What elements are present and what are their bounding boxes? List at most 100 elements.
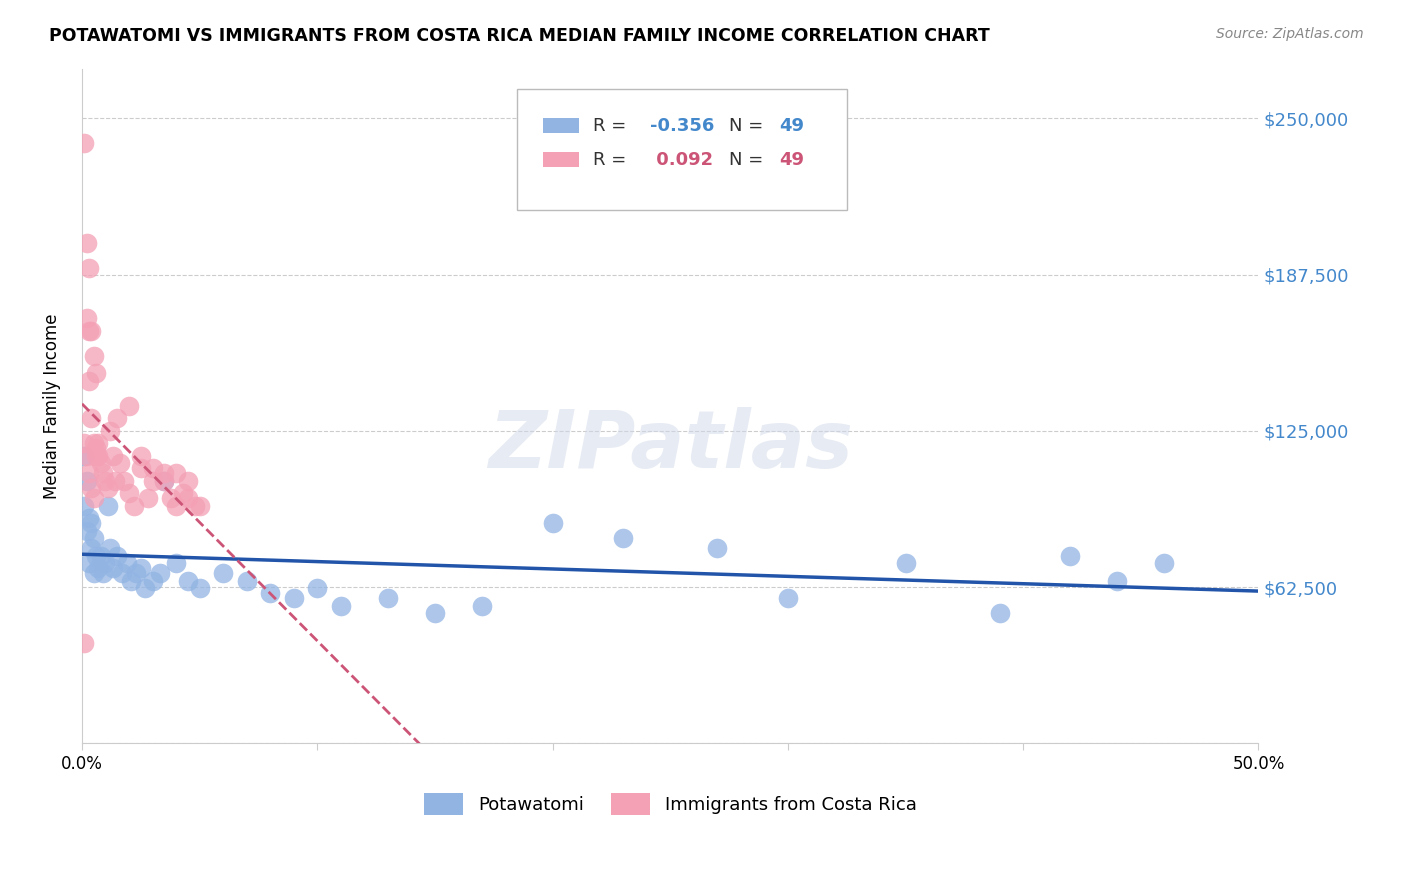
Point (77, 374, 100, 388)
Point (91, 566, 114, 581)
Point (76, 524, 98, 538)
Point (118, 399, 141, 413)
Point (471, 599, 494, 613)
Point (212, 566, 235, 581)
Point (188, 499, 211, 513)
Point (104, 474, 127, 488)
Point (76, 474, 98, 488)
Point (77, 467, 100, 481)
Point (165, 499, 187, 513)
Point (101, 561, 124, 575)
Legend: Potawatomi, Immigrants from Costa Rica: Potawatomi, Immigrants from Costa Rica (416, 786, 924, 822)
Point (73, 636, 96, 650)
Point (125, 566, 148, 581)
Point (94, 474, 117, 488)
Point (77, 261, 100, 276)
Point (377, 591, 399, 606)
Point (141, 461, 163, 475)
Text: R =: R = (593, 117, 633, 135)
Point (134, 582, 156, 596)
Point (105, 549, 128, 563)
Point (149, 566, 172, 581)
FancyBboxPatch shape (517, 89, 846, 211)
Point (188, 582, 211, 596)
Text: Source: ZipAtlas.com: Source: ZipAtlas.com (1216, 27, 1364, 41)
Text: N =: N = (728, 151, 769, 169)
Point (612, 531, 634, 545)
Text: 49: 49 (779, 151, 804, 169)
Text: ZIPatlas: ZIPatlas (488, 408, 852, 485)
Point (73, 136, 96, 151)
Point (83, 491, 105, 506)
Point (80, 324, 103, 338)
Text: 49: 49 (779, 117, 804, 135)
Point (177, 491, 200, 506)
Point (172, 486, 194, 500)
Point (307, 582, 329, 596)
Point (83, 436, 105, 450)
Point (73, 436, 96, 450)
Point (101, 449, 124, 463)
Point (90, 456, 112, 470)
Point (136, 491, 159, 506)
Point (141, 574, 163, 588)
Point (84, 549, 107, 563)
Point (84, 449, 107, 463)
Text: N =: N = (728, 117, 769, 135)
Point (80, 516, 103, 531)
Point (423, 607, 446, 621)
Point (83, 566, 105, 581)
Point (118, 486, 141, 500)
Point (329, 599, 352, 613)
Text: -0.356: -0.356 (650, 117, 714, 135)
Point (84, 442, 107, 456)
Point (98, 541, 121, 556)
Text: R =: R = (593, 151, 633, 169)
Point (111, 566, 134, 581)
Point (120, 574, 142, 588)
Point (97, 499, 120, 513)
Point (129, 461, 152, 475)
Point (1059, 549, 1081, 563)
Point (83, 349, 105, 363)
Point (73, 499, 96, 513)
Point (153, 474, 176, 488)
Point (1107, 574, 1129, 588)
Point (76, 311, 98, 326)
Point (706, 541, 728, 556)
Text: 0.092: 0.092 (650, 151, 713, 169)
Point (165, 557, 187, 571)
Point (77, 557, 100, 571)
Point (141, 474, 163, 488)
Point (105, 411, 128, 425)
Point (541, 516, 564, 531)
Point (153, 467, 176, 481)
Point (776, 591, 799, 606)
Point (80, 411, 103, 425)
Point (988, 607, 1011, 621)
Point (1153, 557, 1175, 571)
Point (80, 541, 103, 556)
Point (184, 499, 207, 513)
Point (87, 436, 110, 450)
Point (177, 474, 200, 488)
Y-axis label: Median Family Income: Median Family Income (44, 313, 60, 499)
FancyBboxPatch shape (543, 119, 579, 133)
Point (90, 549, 112, 563)
Point (77, 511, 100, 525)
Point (283, 591, 305, 606)
Point (97, 481, 120, 495)
Point (235, 574, 257, 588)
Point (165, 467, 187, 481)
Point (87, 561, 110, 575)
Point (73, 449, 96, 463)
Point (77, 324, 100, 338)
Point (129, 449, 152, 463)
Point (160, 491, 183, 506)
Text: POTAWATOMI VS IMMIGRANTS FROM COSTA RICA MEDIAN FAMILY INCOME CORRELATION CHART: POTAWATOMI VS IMMIGRANTS FROM COSTA RICA… (49, 27, 990, 45)
FancyBboxPatch shape (543, 153, 579, 167)
Point (98, 424, 121, 438)
Point (894, 557, 917, 571)
Point (122, 499, 145, 513)
Point (259, 586, 281, 600)
